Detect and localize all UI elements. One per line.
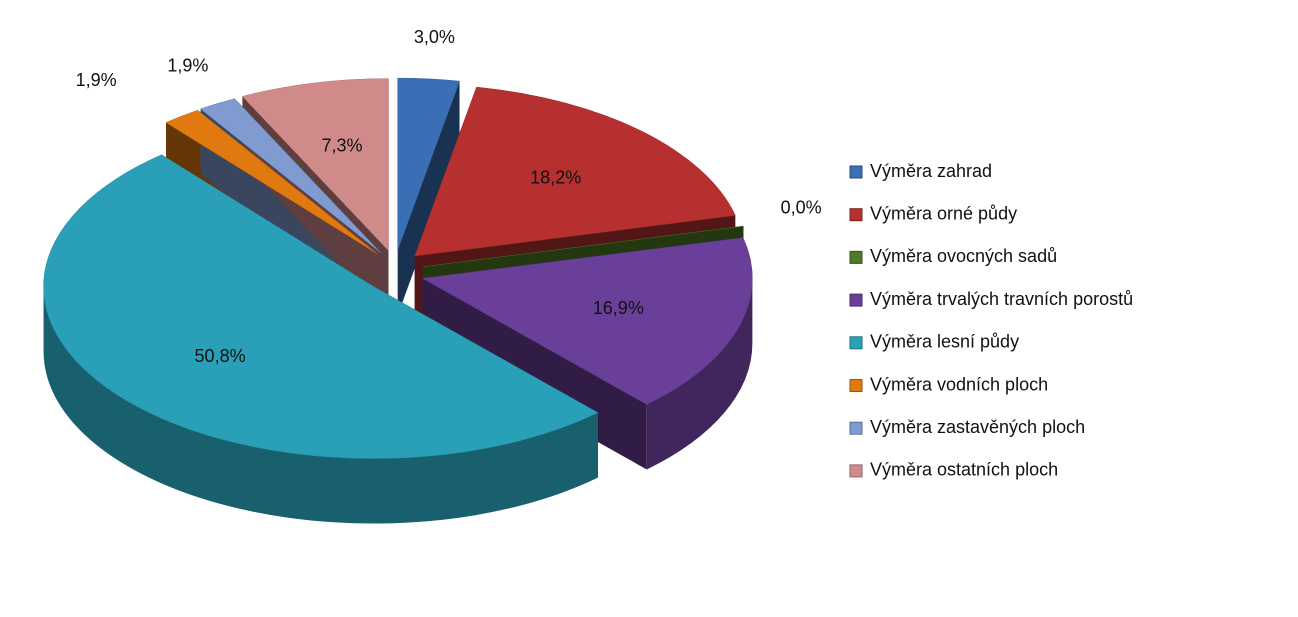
legend-label: Výměra trvalých travních porostů	[870, 289, 1133, 309]
pie-slice	[422, 225, 744, 268]
slice-side	[646, 278, 753, 470]
data-label: 1,9%	[167, 55, 208, 75]
legend-swatch	[849, 293, 863, 307]
slice-side	[43, 286, 598, 524]
legend-swatch	[849, 250, 863, 264]
data-label: 18,2%	[530, 168, 581, 188]
slice-wall	[397, 81, 460, 316]
legend-label: Výměra zastavěných ploch	[870, 417, 1085, 437]
pie-slice	[165, 109, 379, 255]
legend-swatch	[849, 379, 863, 392]
legend-swatch	[849, 464, 863, 478]
pie-slice	[414, 86, 736, 257]
pie-slice	[241, 78, 389, 252]
data-label: 7,3%	[321, 135, 362, 155]
data-label: 1,9%	[76, 70, 117, 90]
legend-label: Výměra orné půdy	[870, 203, 1017, 223]
legend-label: Výměra zahrad	[870, 161, 992, 181]
data-label: 0,0%	[781, 198, 822, 218]
pie-slice	[421, 237, 753, 405]
legend-label: Výměra vodních ploch	[870, 374, 1048, 394]
data-label: 3,0%	[414, 27, 455, 47]
legend-swatch	[849, 421, 863, 435]
legend-swatch	[849, 165, 863, 179]
legend-label: Výměra ovocných sadů	[870, 246, 1057, 266]
pie-slice	[397, 77, 460, 251]
legend-label: Výměra ostatních ploch	[870, 460, 1058, 480]
pie-slice	[43, 154, 599, 459]
legend-swatch	[849, 336, 863, 350]
legend-swatch	[849, 208, 863, 222]
data-label: 16,9%	[593, 298, 644, 318]
legend-label: Výměra lesní půdy	[870, 332, 1019, 352]
pie-slice	[200, 98, 382, 254]
data-label: 50,8%	[195, 346, 246, 366]
